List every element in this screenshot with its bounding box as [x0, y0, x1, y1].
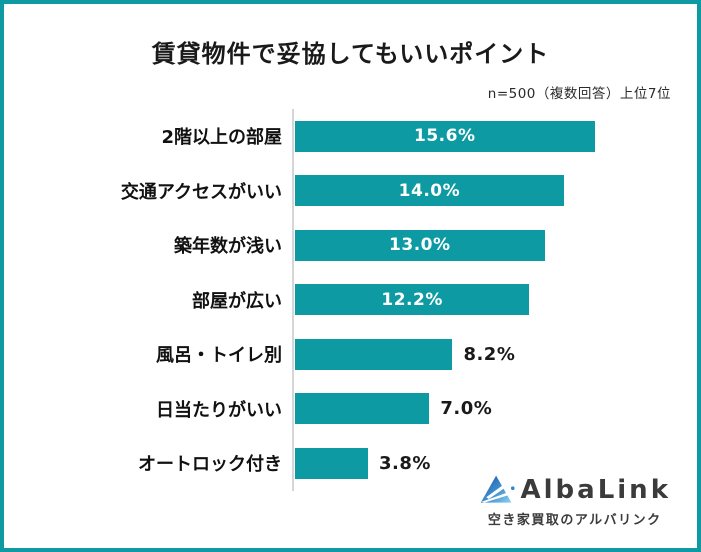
category-label: 築年数が浅い [174, 236, 282, 258]
value-label: 12.2% [381, 289, 443, 310]
bar-area: 12.2% [292, 272, 697, 327]
value-label: 14.0% [398, 180, 461, 201]
bar-area: 13.0% [292, 218, 697, 273]
category-label: 2階以上の部屋 [161, 127, 282, 149]
chart-row: 風呂・トイレ別 8.2% [4, 327, 697, 382]
value-label: 3.8% [378, 452, 431, 474]
chart-title: 賃貸物件で妥協してもいいポイント [151, 40, 550, 68]
bar-area: 3.8% [292, 436, 697, 491]
bar: 13.0% [295, 229, 545, 261]
category-label: オートロック付き [138, 454, 282, 476]
bar-chart: 2階以上の部屋 15.6% 交通アクセスがいい 14.0% 築年数が浅い 13.0% 部屋が… [4, 109, 697, 491]
category-label: 部屋が広い [192, 290, 282, 312]
chart-row: 築年数が浅い 13.0% [4, 218, 697, 273]
logo-row: AlbaLink [479, 474, 671, 506]
albalink-logo: AlbaLink 空き家買取のアルバリンク [479, 474, 671, 528]
logo-name: AlbaLink [520, 475, 671, 505]
chart-row: 部屋が広い 12.2% [4, 272, 697, 327]
category-label: 風呂・トイレ別 [156, 345, 282, 367]
chart-row: 日当たりがいい 7.0% [4, 381, 697, 436]
bar [295, 393, 430, 425]
category-label: 交通アクセスがいい [120, 181, 282, 203]
bar-area: 14.0% [292, 163, 697, 218]
bar [295, 338, 453, 370]
bar-area: 15.6% [292, 109, 697, 164]
chart-row: オートロック付き 3.8% [4, 436, 697, 491]
bar [295, 447, 368, 479]
bar: 14.0% [295, 175, 564, 207]
bar: 12.2% [295, 284, 530, 316]
chart-row: 交通アクセスがいい 14.0% [4, 163, 697, 218]
category-label: 日当たりがいい [156, 399, 282, 421]
sample-size-note: n=500（複数回答）上位7位 [487, 86, 671, 102]
value-label: 13.0% [389, 235, 451, 256]
mountain-logo-icon [480, 475, 515, 503]
value-label: 7.0% [440, 398, 493, 420]
value-label: 15.6% [414, 126, 476, 147]
logo-tagline: 空き家買取のアルバリンク [487, 513, 662, 528]
bar-area: 7.0% [292, 381, 697, 436]
chart-row: 2階以上の部屋 15.6% [4, 109, 697, 164]
bar-area: 8.2% [292, 327, 697, 382]
value-label: 8.2% [463, 343, 516, 365]
bar: 15.6% [295, 120, 595, 152]
